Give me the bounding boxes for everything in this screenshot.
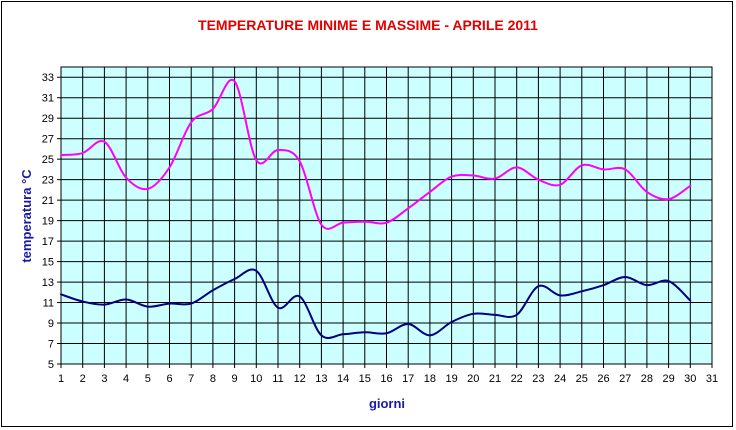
series-line-min — [60, 268, 692, 339]
x-tick-label: 9 — [232, 373, 238, 385]
x-tick-label: 10 — [250, 373, 262, 385]
y-axis-title: temperatura °C — [19, 169, 34, 263]
x-tick-label: 1 — [58, 373, 64, 385]
series-layer — [60, 78, 692, 339]
x-tick-label: 26 — [597, 373, 609, 385]
x-tick-label: 24 — [554, 373, 566, 385]
x-tick-label: 27 — [619, 373, 631, 385]
x-tick-label: 25 — [576, 373, 588, 385]
x-tick-label: 4 — [123, 373, 129, 385]
y-tick-label: 25 — [42, 154, 54, 166]
y-tick-label: 7 — [48, 339, 54, 351]
x-tick-label: 11 — [272, 373, 283, 385]
y-tick-label: 21 — [42, 195, 54, 207]
x-tick-label: 14 — [337, 373, 349, 385]
x-tick-label: 8 — [210, 373, 216, 385]
x-tick-label: 31 — [706, 373, 718, 385]
y-tick-label: 5 — [48, 359, 54, 371]
x-tick-label: 20 — [467, 373, 479, 385]
y-tick-label: 33 — [42, 72, 54, 84]
y-tick-label: 31 — [42, 93, 54, 105]
x-tick-label: 23 — [532, 373, 544, 385]
x-tick-label: 6 — [166, 373, 172, 385]
x-axis-title: giorni — [369, 396, 405, 411]
x-tick-label: 17 — [402, 373, 414, 385]
y-tick-label: 15 — [42, 257, 54, 269]
x-tick-label: 7 — [188, 373, 194, 385]
x-tick-label: 15 — [359, 373, 371, 385]
x-axis-ticks: 1 2 3 4 5 6 7 8 9 10 11 12 13 14 15 16 17 18 19 20 21 22 23 24 2… — [58, 364, 718, 385]
y-tick-label: 23 — [42, 175, 54, 187]
x-tick-label: 28 — [641, 373, 653, 385]
x-tick-label: 3 — [101, 373, 107, 385]
x-tick-label: 5 — [145, 373, 151, 385]
grid — [60, 67, 713, 365]
y-tick-label: 17 — [42, 236, 54, 248]
x-tick-label: 30 — [684, 373, 696, 385]
x-tick-label: 22 — [511, 373, 523, 385]
x-tick-label: 18 — [424, 373, 436, 385]
chart-title: TEMPERATURE MINIME E MASSIME - APRILE 20… — [198, 17, 538, 33]
y-tick-label: 19 — [42, 216, 54, 228]
series-line-max — [60, 78, 692, 230]
x-tick-label: 2 — [80, 373, 86, 385]
x-tick-label: 16 — [380, 373, 392, 385]
y-tick-label: 11 — [43, 298, 54, 310]
x-tick-label: 21 — [489, 373, 501, 385]
x-tick-label: 19 — [445, 373, 457, 385]
x-tick-label: 13 — [315, 373, 327, 385]
y-tick-label: 29 — [42, 113, 54, 125]
x-tick-label: 12 — [294, 373, 306, 385]
y-tick-label: 9 — [48, 318, 54, 330]
y-tick-label: 27 — [42, 134, 54, 146]
y-axis-ticks: 5 7 9 11 13 15 17 19 21 23 25 27 29 31 33 — [42, 72, 61, 371]
x-tick-label: 29 — [662, 373, 674, 385]
y-tick-label: 13 — [42, 277, 54, 289]
